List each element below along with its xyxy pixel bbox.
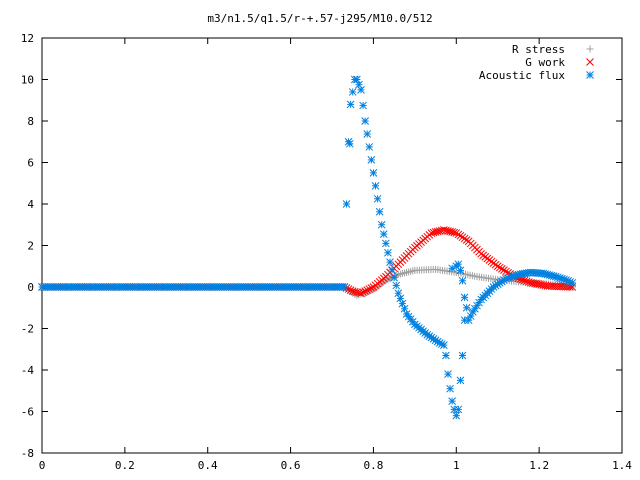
x-tick-label: 0.4: [198, 459, 218, 472]
plot-area: [38, 75, 577, 420]
x-tick-label: 0: [39, 459, 46, 472]
data-point-acoustic-flux: [390, 273, 398, 282]
x-tick-label: 0.6: [281, 459, 301, 472]
data-point-acoustic-flux: [448, 397, 456, 405]
data-point-acoustic-flux: [357, 86, 365, 94]
data-point-acoustic-flux: [452, 411, 461, 420]
data-point-g-work: [520, 276, 529, 285]
y-tick-label: 0: [27, 281, 34, 294]
data-point-g-work: [361, 287, 369, 296]
y-tick-label: 2: [27, 240, 34, 253]
data-point-g-work: [502, 267, 510, 276]
x-tick-label: 1.2: [529, 459, 549, 472]
y-tick-label: -2: [21, 323, 34, 336]
data-point-acoustic-flux: [373, 194, 382, 203]
data-point-g-work: [522, 277, 531, 286]
y-tick-label: -8: [21, 447, 34, 460]
y-tick-label: -4: [21, 364, 35, 377]
data-point-acoustic-flux: [382, 239, 390, 248]
data-point-g-work: [346, 286, 355, 294]
data-point-acoustic-flux: [384, 248, 392, 257]
data-point-acoustic-flux: [454, 260, 463, 269]
data-point-acoustic-flux: [454, 405, 463, 414]
data-point-acoustic-flux: [345, 139, 354, 148]
legend-marker-g-work: [586, 58, 594, 66]
data-point-g-work: [363, 286, 372, 294]
legend-marker-acoustic-flux: [586, 71, 594, 79]
data-point-acoustic-flux: [388, 266, 396, 274]
legend-label-g-work: G work: [525, 56, 565, 69]
data-point-acoustic-flux: [458, 276, 467, 285]
data-point-acoustic-flux: [458, 351, 467, 360]
data-point-acoustic-flux: [444, 370, 452, 379]
legend-label-acoustic-flux: Acoustic flux: [479, 69, 565, 82]
x-tick-label: 0.8: [363, 459, 383, 472]
axes: 0 0.2 0.4 0.6 0.8 1 1.2 1.4 -8 -6 -4 -2 0 2 4 6 8 10 12: [21, 32, 633, 472]
data-point-g-work: [359, 288, 367, 297]
x-tick-label: 1: [453, 459, 460, 472]
data-point-g-work: [367, 284, 376, 292]
data-point-acoustic-flux: [440, 341, 448, 349]
x-tick-label: 1.4: [612, 459, 632, 472]
data-point-acoustic-flux: [456, 266, 465, 275]
y-tick-label: -6: [21, 406, 34, 419]
data-point-g-work: [365, 285, 374, 293]
data-point-acoustic-flux: [365, 143, 374, 151]
data-point-acoustic-flux: [462, 303, 471, 312]
data-point-g-work: [357, 289, 365, 298]
data-point-g-work: [450, 228, 459, 237]
data-point-acoustic-flux: [342, 200, 351, 208]
legend-label-r-stress: R stress: [512, 43, 565, 56]
y-tick-label: 6: [27, 157, 34, 170]
data-point-acoustic-flux: [340, 283, 349, 291]
data-point-acoustic-flux: [446, 384, 454, 393]
data-point-acoustic-flux: [456, 376, 465, 385]
data-point-acoustic-flux: [348, 88, 357, 96]
data-point-g-work: [493, 262, 502, 271]
data-point-acoustic-flux: [369, 169, 378, 177]
x-tick-label: 0.2: [115, 459, 135, 472]
data-point-acoustic-flux: [386, 258, 394, 266]
data-point-acoustic-flux: [375, 207, 384, 216]
data-point-acoustic-flux: [361, 117, 369, 125]
data-point-acoustic-flux: [346, 100, 355, 109]
data-point-acoustic-flux: [367, 156, 376, 164]
data-point-acoustic-flux: [363, 130, 372, 138]
data-point-acoustic-flux: [379, 230, 388, 238]
legend-marker-r-stress: [586, 45, 594, 53]
data-point-g-work: [495, 263, 504, 272]
y-tick-label: 12: [21, 32, 34, 45]
data-point-acoustic-flux: [371, 181, 380, 190]
y-tick-label: 10: [21, 74, 34, 87]
data-point-acoustic-flux: [460, 293, 469, 302]
data-point-acoustic-flux: [442, 351, 450, 360]
data-point-acoustic-flux: [392, 281, 401, 290]
data-point-acoustic-flux: [377, 220, 386, 229]
data-point-acoustic-flux: [568, 278, 577, 287]
data-point-g-work: [498, 264, 506, 273]
series-acoustic-flux: [38, 75, 577, 420]
chart-title: m3/n1.5/q1.5/r-+.57-j295/M10.0/512: [207, 12, 432, 25]
y-tick-label: 8: [27, 115, 34, 128]
plot-border: [41, 37, 623, 454]
y-tick-label: 4: [27, 198, 34, 211]
data-point-acoustic-flux: [359, 101, 367, 110]
data-point-g-work: [500, 266, 508, 274]
